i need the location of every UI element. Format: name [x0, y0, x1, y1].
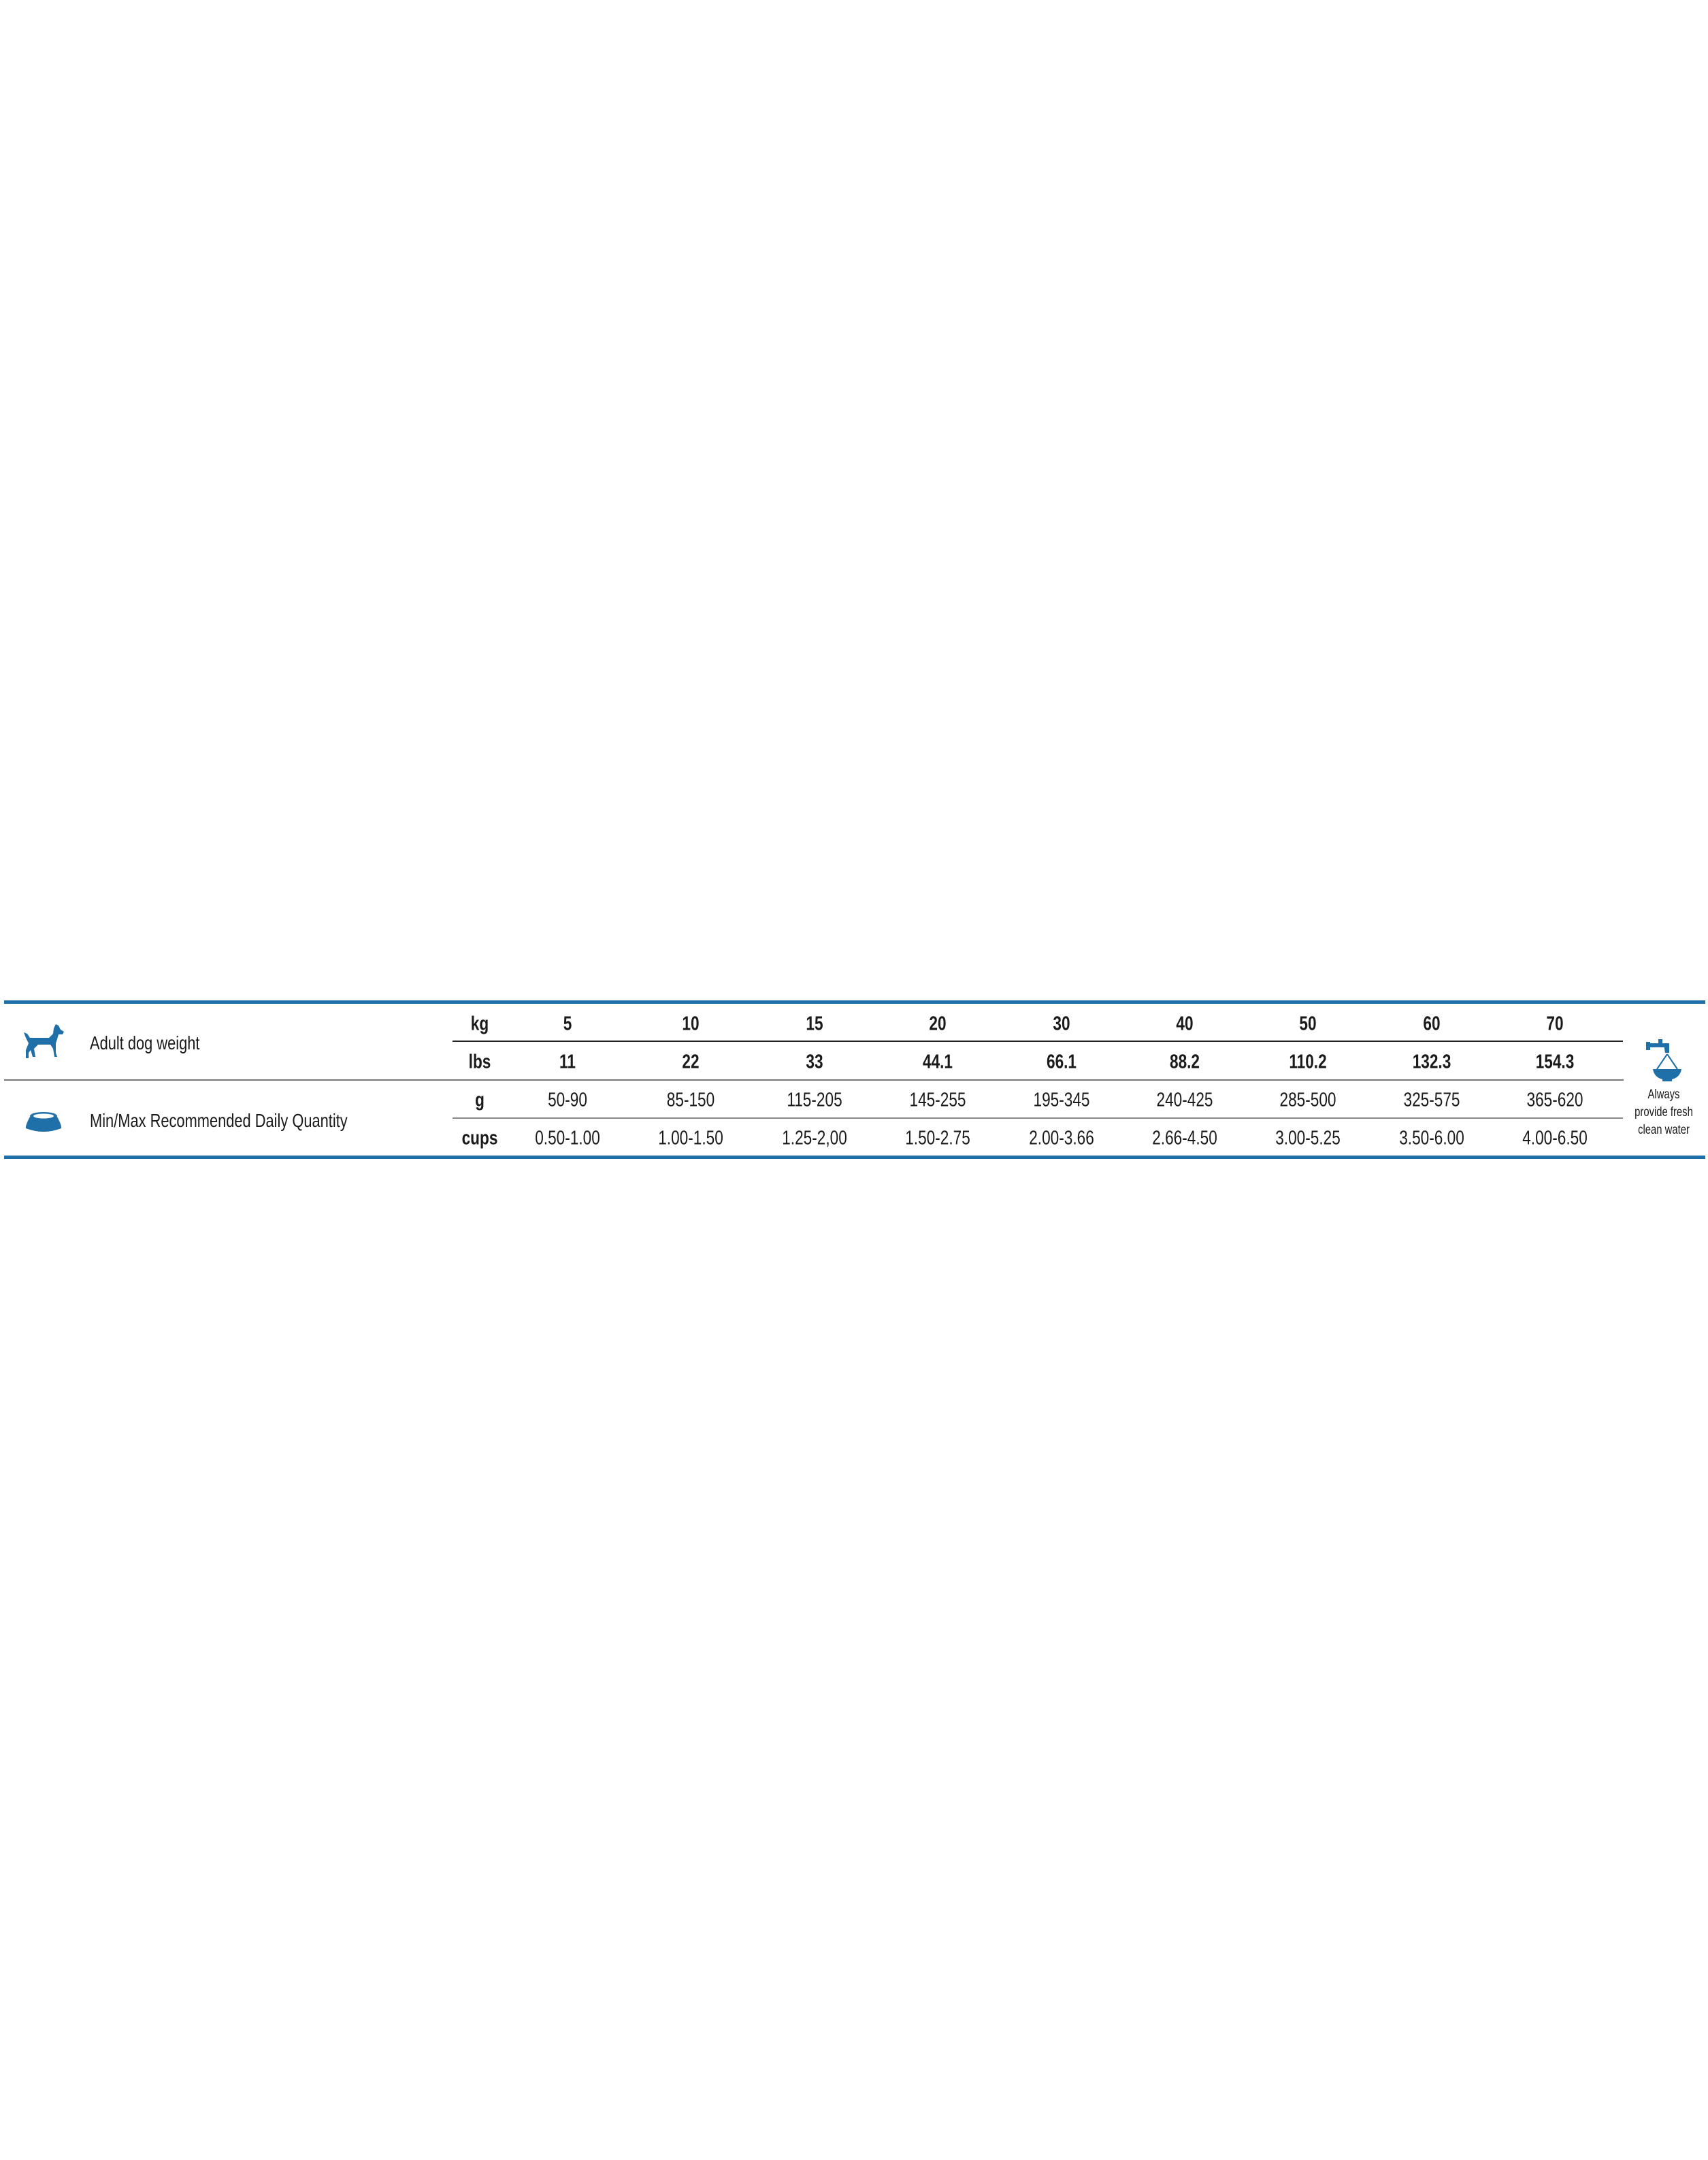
table-cell-kg: 30 [1053, 1013, 1070, 1035]
unit-label-g: g [475, 1089, 485, 1111]
table-cell-kg: 40 [1176, 1013, 1194, 1035]
table-cell-g: 365-620 [1526, 1089, 1583, 1111]
quantity-row-label: Min/Max Recommended Daily Quantity [90, 1110, 348, 1131]
table-cell-lbs: 22 [682, 1051, 700, 1073]
section-divider [4, 1079, 1624, 1081]
water-note-line: clean water [1638, 1123, 1690, 1137]
table-cell-lbs: 11 [559, 1051, 576, 1073]
table-cell-lbs: 44.1 [923, 1051, 953, 1073]
dog-icon [24, 1024, 64, 1058]
table-cell-cups: 1.50-2.75 [905, 1127, 970, 1149]
table-cell-kg: 5 [563, 1013, 572, 1035]
row-divider [453, 1041, 1623, 1042]
row-divider [453, 1117, 1623, 1119]
water-tap-bowl-icon [1646, 1039, 1681, 1081]
table-cell-kg: 50 [1299, 1013, 1317, 1035]
table-cell-cups: 1.00-1.50 [658, 1127, 724, 1149]
table-cell-g: 195-345 [1033, 1089, 1090, 1111]
water-note-line: provide fresh [1635, 1105, 1693, 1119]
water-note: Always provide fresh clean water [1635, 1086, 1693, 1139]
table-cell-cups: 3.00-5.25 [1275, 1127, 1341, 1149]
table-cell-kg: 15 [806, 1013, 823, 1035]
food-bowl-icon [25, 1112, 62, 1132]
table-cell-g: 240-425 [1156, 1089, 1213, 1111]
weight-row-label: Adult dog weight [90, 1032, 200, 1053]
table-cell-cups: 2.66-4.50 [1152, 1127, 1217, 1149]
table-cell-cups: 4.00-6.50 [1522, 1127, 1588, 1149]
table-cell-lbs: 88.2 [1169, 1051, 1200, 1073]
table-cell-lbs: 66.1 [1046, 1051, 1077, 1073]
table-cell-g: 325-575 [1403, 1089, 1460, 1111]
table-cell-kg: 20 [929, 1013, 947, 1035]
table-cell-lbs: 132.3 [1412, 1051, 1451, 1073]
table-cell-g: 285-500 [1279, 1089, 1336, 1111]
bottom-border [4, 1156, 1705, 1159]
table-cell-kg: 10 [682, 1013, 700, 1035]
table-cell-g: 50-90 [548, 1089, 587, 1111]
table-cell-lbs: 154.3 [1535, 1051, 1575, 1073]
table-cell-g: 115-205 [787, 1089, 842, 1111]
table-cell-cups: 1.25-2,00 [782, 1127, 847, 1149]
table-cell-cups: 3.50-6.00 [1399, 1127, 1464, 1149]
table-cell-g: 85-150 [667, 1089, 715, 1111]
water-note-line: Always [1647, 1087, 1680, 1102]
table-cell-cups: 2.00-3.66 [1028, 1127, 1094, 1149]
unit-label-kg: kg [470, 1013, 489, 1035]
table-cell-cups: 0.50-1.00 [535, 1127, 600, 1149]
top-border [4, 1000, 1705, 1004]
table-cell-lbs: 110.2 [1289, 1051, 1328, 1073]
unit-label-lbs: lbs [468, 1051, 491, 1073]
unit-label-cups: cups [461, 1127, 498, 1149]
table-cell-kg: 60 [1423, 1013, 1441, 1035]
table-cell-g: 145-255 [909, 1089, 966, 1111]
table-cell-kg: 70 [1546, 1013, 1564, 1035]
table-cell-lbs: 33 [806, 1051, 823, 1073]
